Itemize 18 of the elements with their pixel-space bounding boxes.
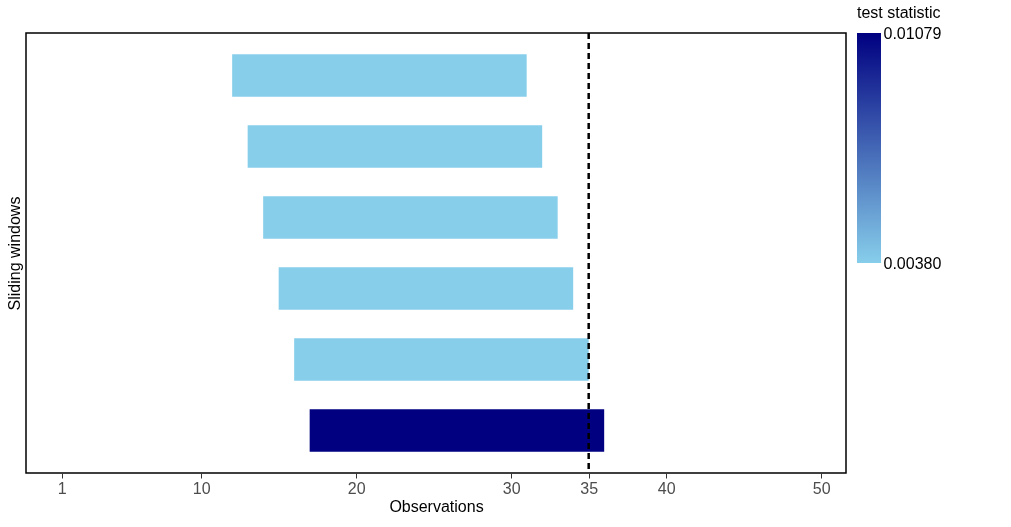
x-tick-label: 50 — [812, 479, 831, 497]
x-tick-label: 10 — [192, 479, 211, 497]
x-tick-label: 1 — [57, 479, 67, 497]
bar — [278, 267, 574, 310]
bar — [294, 338, 589, 381]
x-tick-label: 20 — [347, 479, 366, 497]
y-axis-title: Sliding windows — [5, 196, 23, 311]
x-tick-label: 30 — [502, 479, 521, 497]
bar — [263, 196, 558, 239]
color-bar-label: 0.00380 — [883, 254, 942, 272]
color-bar-title: test statistic — [857, 4, 941, 21]
x-axis-title: Observations — [389, 497, 484, 515]
bar — [309, 409, 605, 452]
bar — [247, 125, 543, 168]
bar — [232, 54, 527, 97]
x-tick-label: 40 — [657, 479, 676, 497]
color-bar-label: 0.01079 — [883, 24, 942, 42]
x-tick-label: 35 — [580, 479, 599, 497]
